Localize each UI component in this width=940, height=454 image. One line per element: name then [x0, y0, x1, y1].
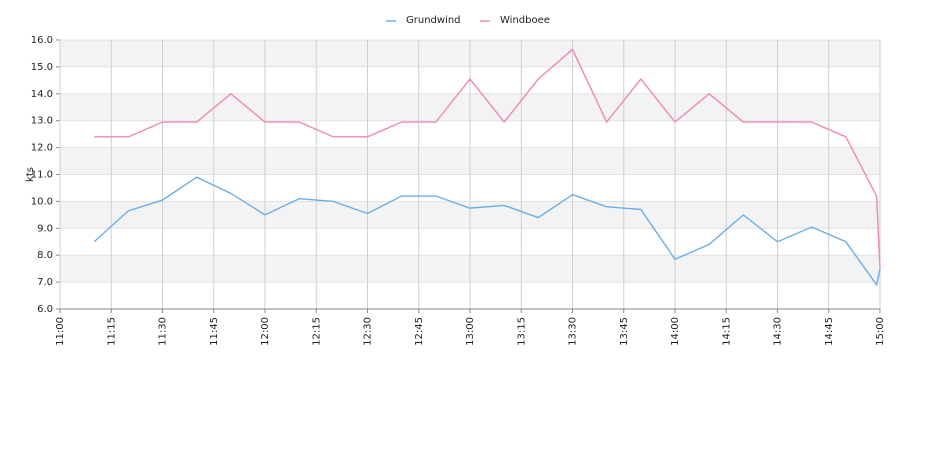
- x-tick-label: 14:15: [721, 317, 732, 346]
- x-tick-label: 13:30: [568, 317, 579, 346]
- x-tick-label: 14:30: [773, 317, 784, 346]
- x-tick-label: 12:00: [260, 317, 271, 346]
- x-tick-label: 15:00: [875, 317, 886, 346]
- x-tick-label: 13:15: [516, 317, 527, 346]
- y-tick-label: 11.0: [31, 170, 53, 181]
- y-axis-label: kts: [25, 167, 36, 182]
- series-line: [93, 176, 881, 287]
- y-tick-label: 12.0: [31, 143, 53, 154]
- y-tick-label: 10.0: [31, 196, 53, 207]
- y-tick-label: 13.0: [31, 116, 53, 127]
- series-line: [94, 48, 881, 269]
- x-tick-label: 11:45: [209, 317, 220, 346]
- y-tick-label: 16.0: [31, 35, 53, 46]
- y-tick-label: 14.0: [31, 89, 53, 100]
- x-tick-label: 12:45: [414, 317, 425, 346]
- x-tick-label: 13:00: [465, 317, 476, 346]
- x-tick-label: 14:45: [824, 317, 835, 346]
- legend-label: Grundwind: [406, 15, 461, 26]
- x-tick-label: 14:00: [670, 317, 681, 346]
- y-tick-label: 6.0: [37, 304, 53, 315]
- x-tick-label: 11:30: [158, 317, 169, 346]
- y-tick-label: 7.0: [37, 277, 53, 288]
- x-tick-label: 11:00: [55, 317, 66, 346]
- x-tick-label: 12:30: [363, 317, 374, 346]
- x-tick-label: 11:15: [106, 317, 117, 346]
- y-tick-label: 15.0: [31, 62, 53, 73]
- legend-label: Windboee: [500, 15, 550, 26]
- y-tick-label: 9.0: [37, 223, 53, 234]
- x-tick-label: 12:15: [311, 317, 322, 346]
- y-tick-label: 8.0: [37, 250, 53, 261]
- x-tick-label: 13:45: [619, 317, 630, 346]
